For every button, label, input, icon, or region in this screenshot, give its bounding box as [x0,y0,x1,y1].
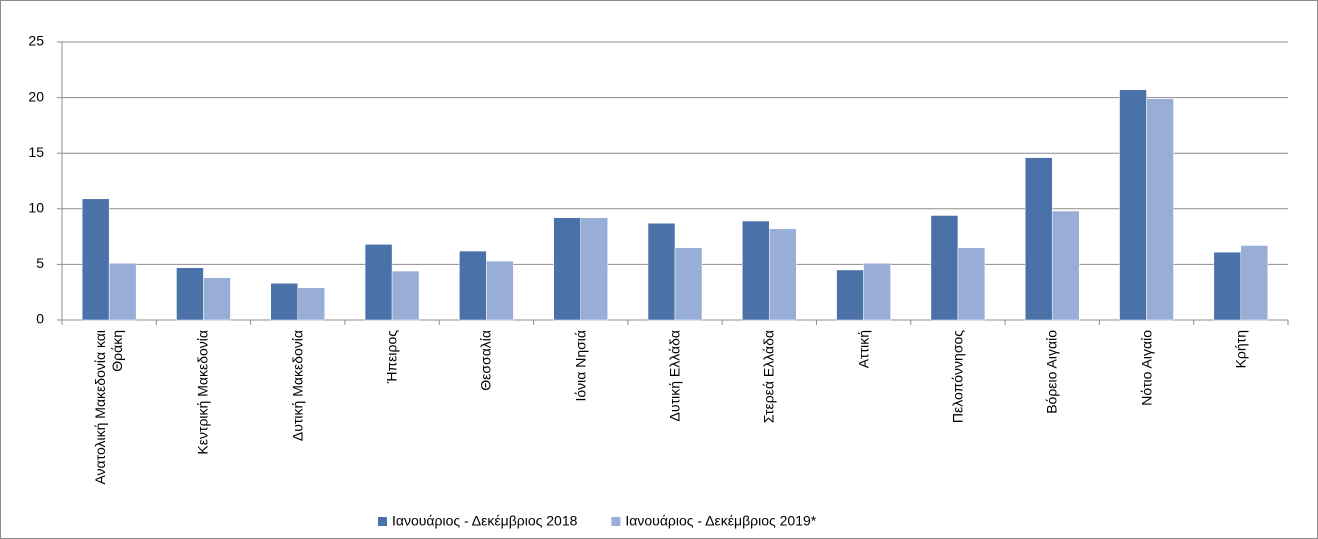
bar [81,198,110,321]
bar [297,287,326,321]
bar [674,247,703,321]
bar [863,263,891,321]
y-tick-label: 20 [28,88,44,104]
bar [769,228,797,321]
bar [742,220,770,321]
x-tick-label: Στερεά Ελλάδα [760,330,777,424]
bar [647,223,676,321]
x-tick-label: Κεντρική Μακεδονία [194,330,211,455]
legend-label: Ιανουάριος - Δεκέμβριος 2019* [625,513,816,529]
bar [486,260,514,321]
bar [580,217,608,321]
x-tick-label: Αττική [855,330,872,369]
bar [1146,98,1174,321]
bar [836,269,864,321]
x-tick-label: Ανατολική Μακεδονία και Θράκη [92,330,126,485]
legend-swatch [378,517,387,526]
bar [108,263,137,321]
bar [1024,157,1053,321]
x-tick-label: Βόρειο Αιγαίο [1043,330,1060,414]
bar [957,247,986,321]
x-tick-label: Πελοπόννησος [949,330,966,424]
bar [203,277,231,321]
bar [270,283,299,321]
x-tick-label: Κρήτη [1232,330,1249,369]
y-tick-label: 0 [36,311,44,327]
legend-label: Ιανουάριος - Δεκέμβριος 2018 [392,513,578,529]
bar [1119,89,1147,321]
bar [364,244,393,321]
legend-swatch [611,517,621,526]
x-tick-label: Δυτική Μακεδονία [289,330,306,442]
bar [1240,245,1269,321]
y-tick-label: 5 [36,255,44,271]
bar [1051,210,1080,321]
x-tick-label: Δυτική Ελλάδα [666,330,683,422]
bar [459,250,487,321]
y-tick-label: 10 [28,200,44,216]
x-tick-label: Ήπειρος [383,330,400,384]
x-tick-label: Θεσσαλία [477,330,494,391]
bar [553,217,581,321]
bar [176,267,204,321]
bar [930,215,959,321]
bar [391,270,420,321]
x-tick-label: Ιόνια Νησιά [572,330,589,402]
bar [1213,251,1242,321]
y-tick-label: 15 [28,144,44,160]
x-tick-label: Νότιο Αιγαίο [1138,330,1155,406]
y-tick-label: 25 [28,33,44,49]
